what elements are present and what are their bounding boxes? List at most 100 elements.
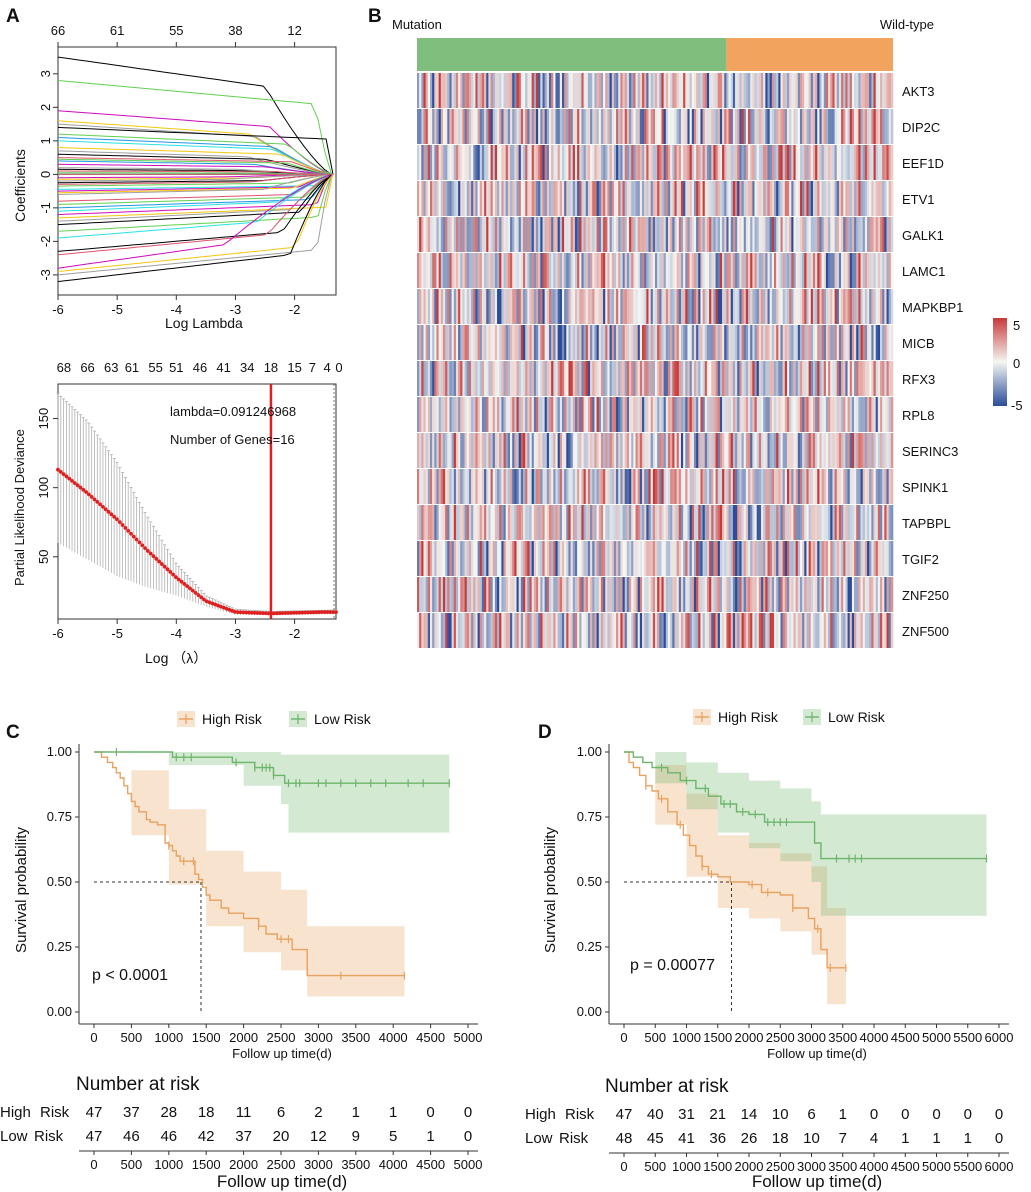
heatmap-cell xyxy=(574,145,578,180)
heatmap-cell xyxy=(490,433,494,468)
heatmap-cell xyxy=(687,469,690,504)
heatmap-cell xyxy=(825,109,829,144)
heatmap-cell xyxy=(451,577,455,612)
risk-count: 18 xyxy=(772,1130,789,1147)
heatmap-cell xyxy=(830,541,833,576)
heatmap-cell xyxy=(514,73,517,108)
panel-label-b: B xyxy=(368,6,382,27)
heatmap-cell xyxy=(880,469,883,504)
heatmap-cell xyxy=(600,325,604,360)
heatmap-cell xyxy=(739,613,742,648)
coef-y-tick-label: -1 xyxy=(38,202,53,214)
heatmap-cell xyxy=(698,541,701,576)
heatmap-cell xyxy=(704,325,708,360)
cv-point xyxy=(176,577,181,582)
heatmap-cell xyxy=(451,469,455,504)
heatmap-cell xyxy=(544,505,548,540)
heatmap-cell xyxy=(644,289,647,324)
heatmap-cell xyxy=(564,541,567,576)
heatmap-cell xyxy=(494,541,498,576)
heatmap-cell xyxy=(484,289,487,324)
heatmap-cell xyxy=(587,217,591,252)
heatmap-cell xyxy=(453,217,457,252)
heatmap-cell xyxy=(564,397,567,432)
heatmap-cell xyxy=(527,541,530,576)
heatmap-cell xyxy=(676,73,680,108)
heatmap-cell xyxy=(834,469,838,504)
heatmap-cell xyxy=(698,361,701,396)
heatmap-cell xyxy=(847,577,851,612)
heatmap-cell xyxy=(639,433,643,468)
heatmap-cell xyxy=(531,253,535,288)
heatmap-cell xyxy=(776,253,779,288)
heatmap-cell xyxy=(841,505,844,540)
heatmap-cell xyxy=(754,289,757,324)
heatmap-cell xyxy=(786,577,790,612)
cv-top-tick-label: 68 xyxy=(57,360,71,375)
heatmap-cell xyxy=(661,145,664,180)
heatmap-cell xyxy=(579,217,582,252)
heatmap-cell xyxy=(689,109,693,144)
heatmap-cell xyxy=(633,577,636,612)
coef-x-tick-label: -4 xyxy=(171,302,183,317)
heatmap-cell xyxy=(693,253,697,288)
heatmap-cell xyxy=(585,73,589,108)
heatmap-cell xyxy=(882,505,885,540)
heatmap-cell xyxy=(464,505,468,540)
heatmap-cell xyxy=(538,145,541,180)
heatmap-cell xyxy=(817,289,820,324)
heatmap-cell xyxy=(499,145,502,180)
coef-path-line xyxy=(58,172,332,175)
heatmap-cell xyxy=(488,541,491,576)
heatmap-cell xyxy=(564,145,567,180)
heatmap-cell xyxy=(687,217,690,252)
heatmap-cell xyxy=(875,469,879,504)
heatmap-cell xyxy=(551,361,554,396)
risk-count: 12 xyxy=(310,1128,327,1145)
heatmap-cell xyxy=(786,397,790,432)
heatmap-cell xyxy=(709,505,712,540)
heatmap-cell xyxy=(518,325,522,360)
heatmap-cell xyxy=(661,181,664,216)
heatmap-cell xyxy=(799,73,803,108)
heatmap-cell xyxy=(471,73,474,108)
heatmap-cell xyxy=(533,109,537,144)
heatmap-cell xyxy=(806,469,809,504)
heatmap-cell xyxy=(494,73,498,108)
heatmap-cell xyxy=(544,361,548,396)
heatmap-cell xyxy=(633,505,636,540)
heatmap-cell xyxy=(419,361,422,396)
heatmap-cell xyxy=(440,109,444,144)
heatmap-cell xyxy=(505,109,509,144)
heatmap-cell xyxy=(438,505,442,540)
heatmap-cell xyxy=(471,109,474,144)
heatmap-cell xyxy=(529,613,532,648)
heatmap-cell xyxy=(845,217,848,252)
heatmap-cell xyxy=(529,181,532,216)
heatmap-cell xyxy=(856,217,859,252)
heatmap-cell xyxy=(726,73,729,108)
risk-count: 45 xyxy=(647,1130,664,1147)
heatmap-cell xyxy=(728,577,732,612)
heatmap-cell xyxy=(665,541,669,576)
cv-point xyxy=(168,570,173,574)
heatmap-cell xyxy=(622,469,626,504)
heatmap-cell xyxy=(752,73,755,108)
heatmap-cell xyxy=(667,397,671,432)
heatmap-cell xyxy=(867,73,870,108)
heatmap-cell xyxy=(449,433,452,468)
heatmap-cell xyxy=(538,397,541,432)
risk-tick-label: 4500 xyxy=(891,1159,920,1174)
heatmap-cell xyxy=(689,541,693,576)
heatmap-cell xyxy=(841,361,844,396)
heatmap-cell xyxy=(799,541,803,576)
heatmap-cell xyxy=(598,541,602,576)
heatmap-cell xyxy=(862,181,866,216)
heatmap-cell xyxy=(540,217,543,252)
heatmap-cell xyxy=(767,73,770,108)
heatmap-cell xyxy=(869,181,872,216)
heatmap-cell xyxy=(674,397,677,432)
heatmap-cell xyxy=(765,469,768,504)
coef-path-line xyxy=(58,170,332,175)
heatmap-cell xyxy=(732,181,736,216)
